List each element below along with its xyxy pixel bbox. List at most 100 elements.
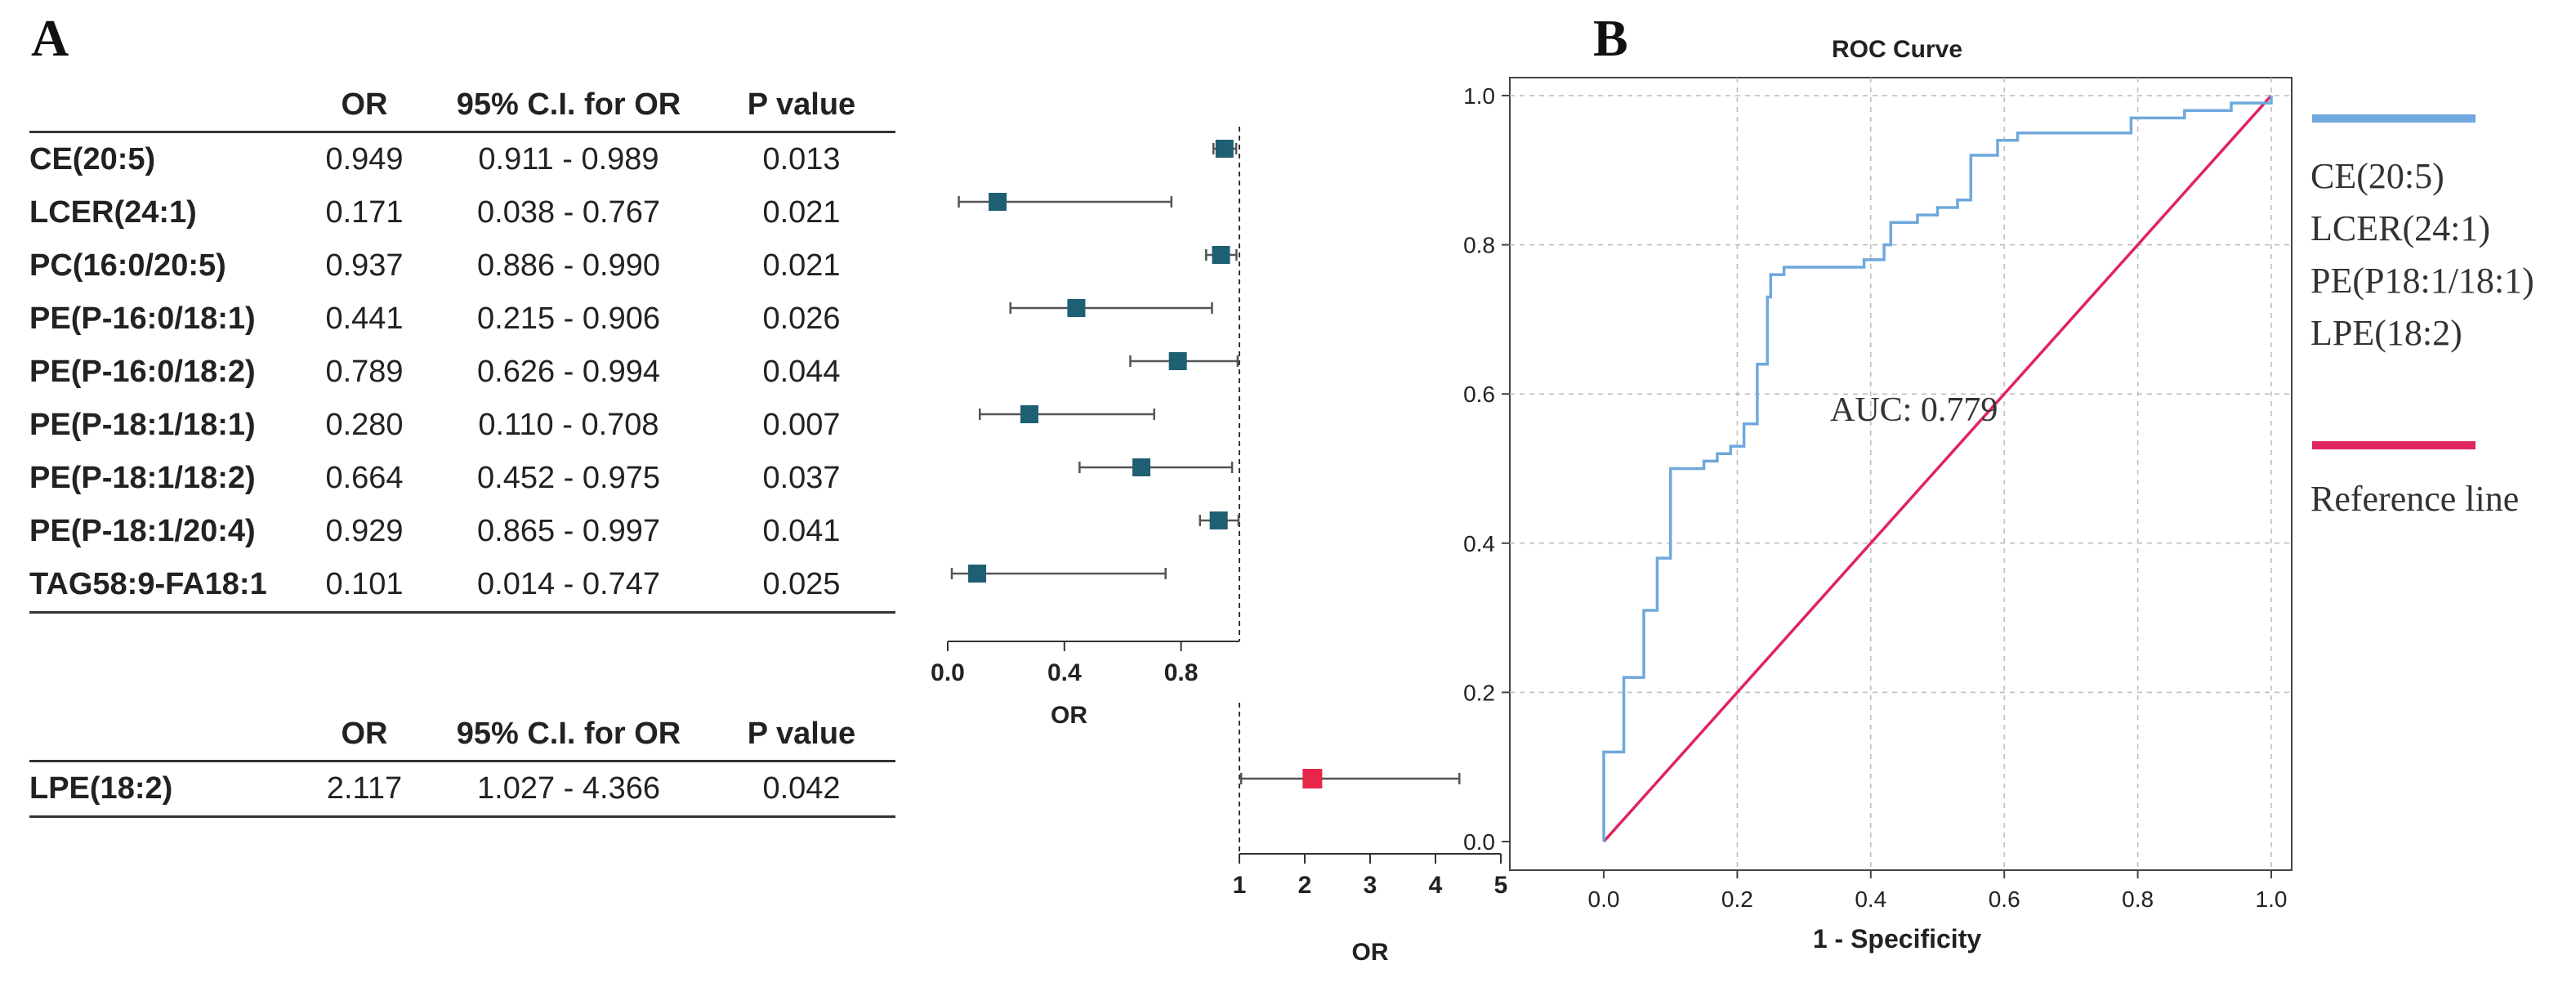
p-value-cell: 0.037 [762,461,841,495]
y-tick-label: 0.4 [1463,531,1495,556]
panel-label-a: A [31,9,69,67]
odds-ratio-table-increased: OR 95% C.I. for OR P value LPE(18:2) 2.11… [29,711,895,818]
or-marker [1302,769,1323,788]
header-cell: OR [299,82,430,133]
p-value-cell: 0.025 [708,558,895,614]
ci-cell: 0.911 - 0.989 [478,142,659,176]
lipid-name-cell: LPE(18:2) [29,761,299,818]
x-tick-label: 0.6 [1989,887,2020,912]
lipid-name-cell: PC(16:0/20:5) [29,248,226,283]
y-tick-label: 1.0 [1463,83,1495,109]
table-row: CE(20:5) 0.949 0.911 - 0.989 0.013 [29,132,895,187]
lipid-name-cell: PE(P-16:0/18:2) [29,355,256,389]
x-tick-label: 0.8 [1164,659,1199,686]
or-value-cell: 2.117 [299,761,430,818]
or-value-cell: 0.664 [325,461,404,495]
p-value-cell: 0.013 [762,142,841,176]
or-marker [1020,405,1038,423]
lipid-name-cell: PE(P-18:1/18:1) [29,408,256,442]
y-tick-label: 0.6 [1463,382,1495,407]
header-cell: 95% C.I. for OR [430,711,708,762]
ci-cell: 0.626 - 0.994 [477,355,660,389]
p-value-cell: 0.007 [762,408,841,442]
lipid-name-cell: LCER(24:1) [29,195,197,230]
p-value-cell: 0.042 [708,761,895,818]
header-cell: 95% C.I. for OR [430,82,708,133]
table-row: PC(16:0/20:5) 0.937 0.886 - 0.990 0.021 [29,239,895,293]
table-header-row: OR 95% C.I. for OR P value [29,711,895,762]
or-marker [968,565,987,583]
x-tick-label: 0.0 [931,659,965,686]
or-value-cell: 0.101 [299,558,430,614]
or-value-cell: 0.929 [325,514,404,548]
header-cell: P value [708,711,895,762]
x-tick-label: 5 [1494,872,1508,899]
legend-label-roc: LCER(24:1) [2310,208,2490,248]
y-tick-label: 0.0 [1463,829,1495,855]
or-marker [1212,246,1230,264]
ci-cell: 0.110 - 0.708 [478,408,659,442]
x-tick-label: 4 [1429,872,1443,899]
x-tick-label: 1 [1233,872,1247,899]
legend-label-roc: CE(20:5) [2310,156,2444,196]
or-value-cell: 0.937 [325,248,404,283]
ci-cell: 0.452 - 0.975 [477,461,660,495]
table-row: PE(P-18:1/18:2) 0.664 0.452 - 0.975 0.037 [29,452,895,505]
header-cell: P value [708,82,895,133]
or-marker [1132,458,1151,476]
ci-cell: 0.865 - 0.997 [477,514,660,548]
legend-label-roc: LPE(18:2) [2310,313,2462,353]
auc-annotation: AUC: 0.779 [1830,391,1998,429]
x-tick-label: 0.4 [1855,887,1886,912]
y-tick-label: 0.8 [1463,233,1495,258]
reference-line-series [1602,94,2273,843]
lipid-name-cell: CE(20:5) [29,142,156,176]
p-value-cell: 0.021 [762,195,841,230]
table-row: PE(P-18:1/18:1) 0.280 0.110 - 0.708 0.007 [29,399,895,452]
p-value-cell: 0.041 [762,514,841,548]
or-marker [989,193,1007,211]
forest-plot-increased: 1 2 3 4 5 OR [1233,703,1508,966]
x-axis-label: OR [1051,702,1087,729]
y-tick-label: 0.2 [1463,680,1495,705]
x-tick-label: 1.0 [2256,887,2288,912]
table-row: PE(P-16:0/18:2) 0.789 0.626 - 0.994 0.044 [29,346,895,399]
lipid-name-cell: PE(P-16:0/18:1) [29,301,256,336]
or-value-cell: 0.171 [325,195,404,230]
or-marker [1209,511,1228,529]
odds-ratio-table-decreased: OR 95% C.I. for OR P value CE(20:5) 0.949… [29,82,895,614]
x-axis-label: OR [1352,939,1389,966]
x-axis-label: 1 - Specificity [1813,924,1982,954]
ci-cell: 0.886 - 0.990 [477,248,660,283]
x-tick-label: 0.4 [1047,659,1082,686]
plot-frame [1509,77,2293,871]
p-value-cell: 0.026 [762,301,841,336]
table-row: LPE(18:2) 2.117 1.027 - 4.366 0.042 [29,761,895,818]
roc-curve-chart: ROC Curve 0.0 0.2 0.4 0.6 0.8 1.0 0.0 0.2 0.4 0.6 0… [1463,36,2534,954]
x-tick-label: 0.8 [2122,887,2154,912]
lipid-name-cell: TAG58:9-FA18:1 [29,558,299,614]
table-row: PE(P-18:1/20:4) 0.929 0.865 - 0.997 0.041 [29,505,895,558]
lipid-name-cell: PE(P-18:1/18:2) [29,461,256,495]
or-marker [1067,299,1086,317]
or-value-cell: 0.949 [325,142,404,176]
table-row: PE(P-16:0/18:1) 0.441 0.215 - 0.906 0.026 [29,293,895,346]
or-marker [1168,352,1187,370]
legend-label-reference: Reference line [2310,479,2519,519]
ci-cell: 0.014 - 0.747 [430,558,708,614]
header-cell: OR [299,711,430,762]
lipid-name-cell: PE(P-18:1/20:4) [29,514,256,548]
header-cell [29,82,299,133]
ci-cell: 0.215 - 0.906 [477,301,660,336]
or-value-cell: 0.789 [325,355,404,389]
p-value-cell: 0.044 [762,355,841,389]
ci-cell: 0.038 - 0.767 [477,195,660,230]
panel-label-b: B [1593,9,1628,67]
header-cell [29,711,299,762]
x-tick-label: 0.0 [1588,887,1620,912]
chart-title: ROC Curve [1832,36,1962,63]
or-marker [1215,140,1234,158]
x-tick-label: 3 [1364,872,1377,899]
x-tick-label: 2 [1298,872,1312,899]
